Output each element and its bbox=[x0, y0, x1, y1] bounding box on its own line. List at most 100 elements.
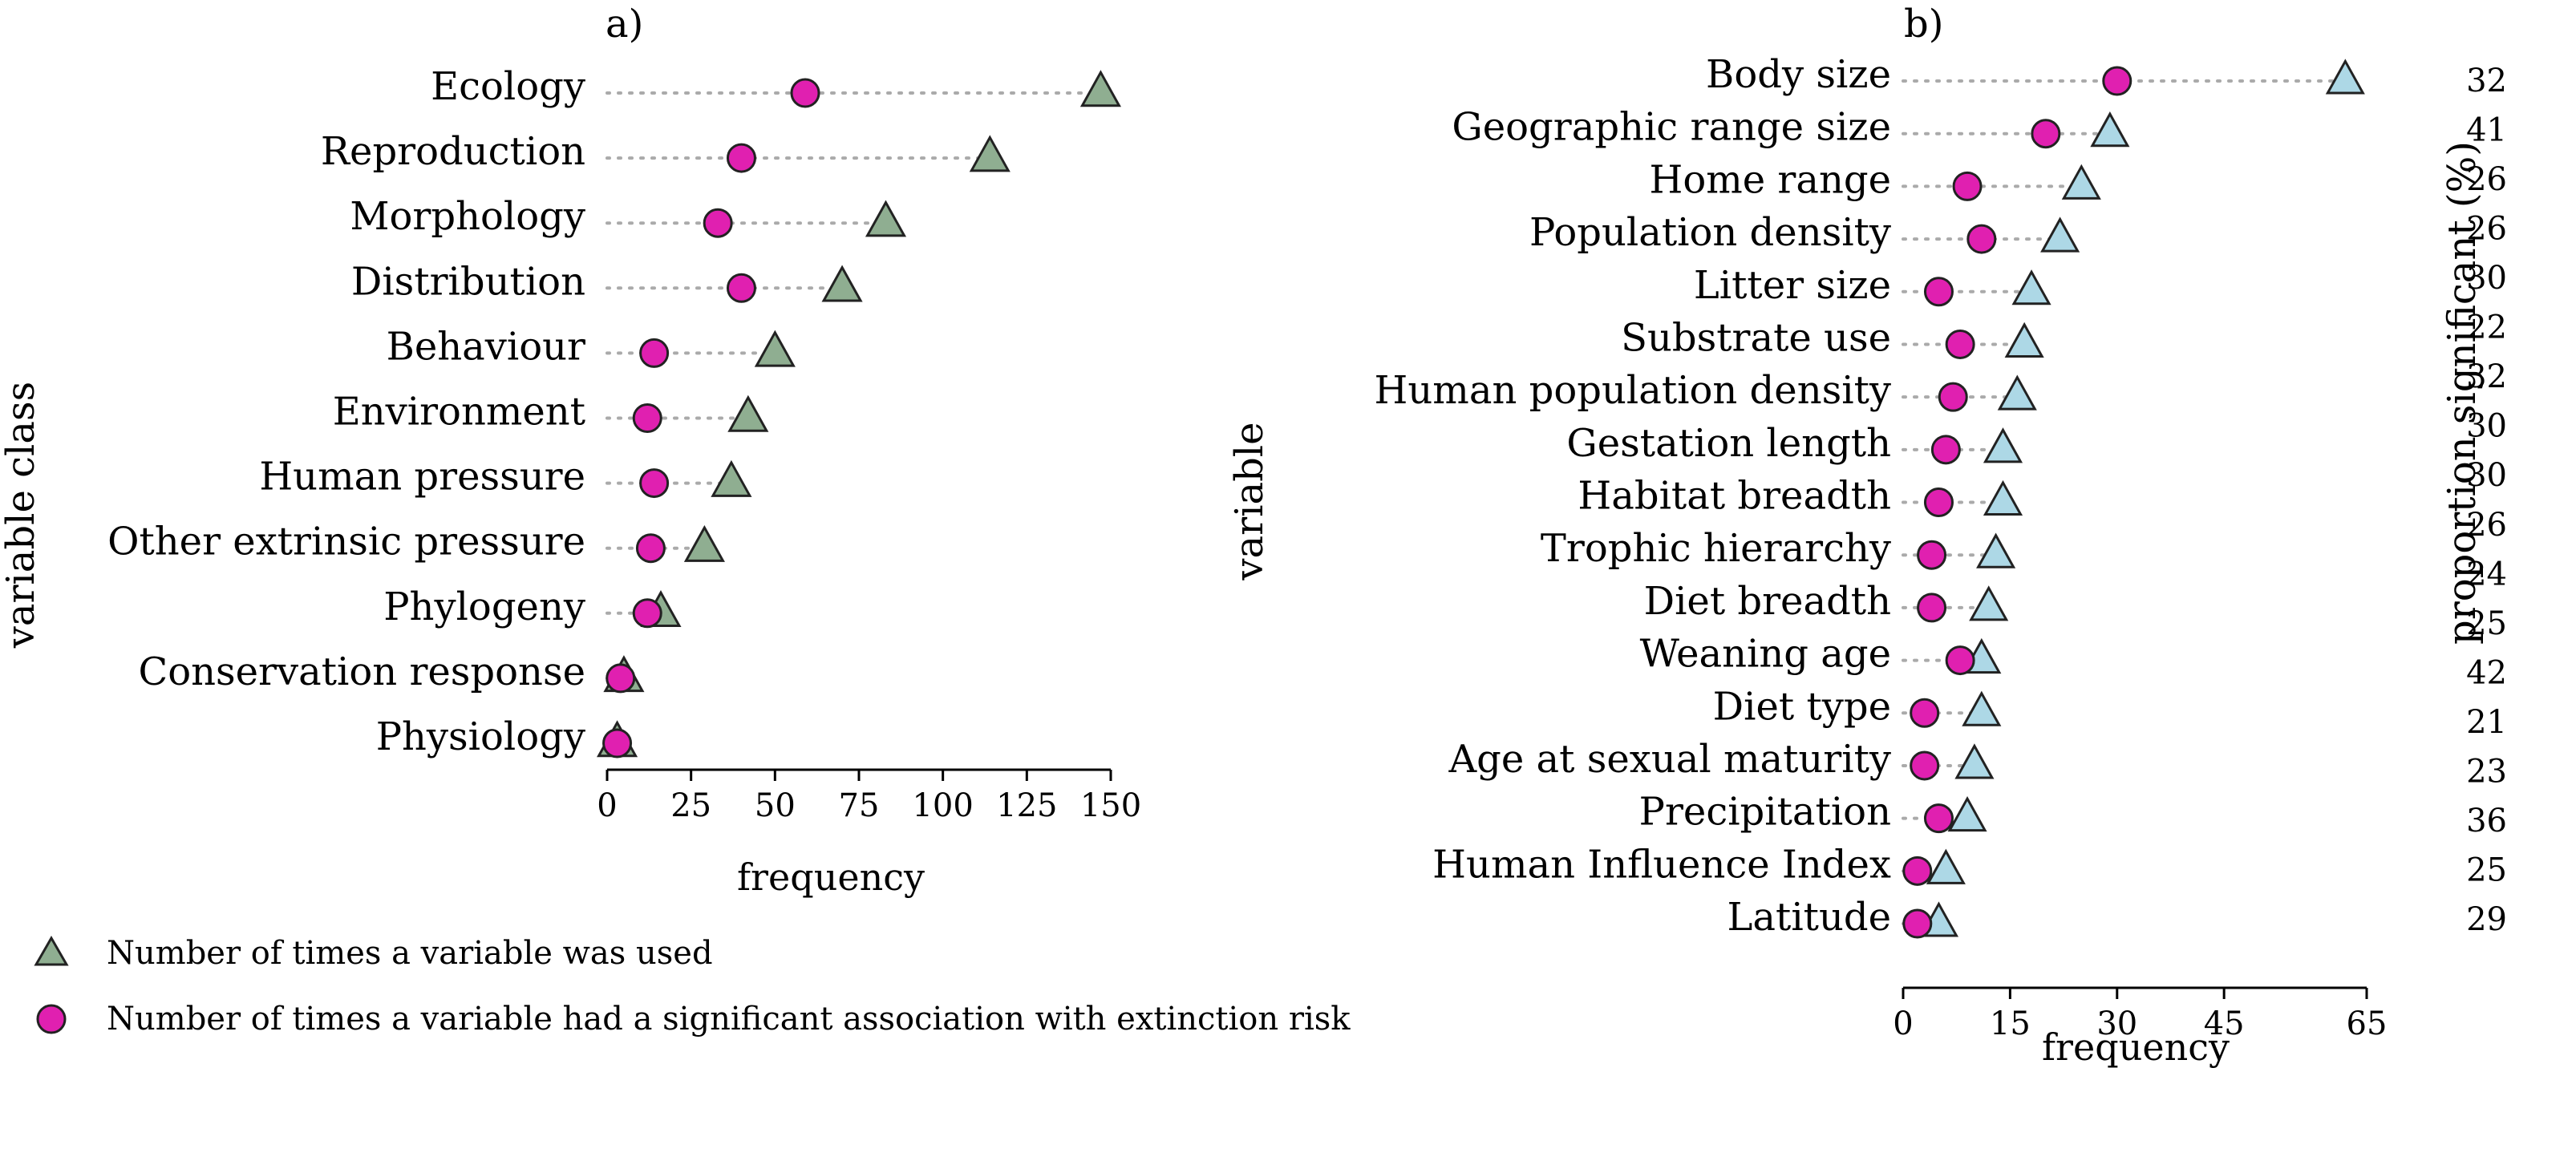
panel-a-significant-marker bbox=[703, 208, 733, 238]
panel-b-significant-marker bbox=[1902, 856, 1933, 886]
panel-b-proportion-value: 41 bbox=[2466, 112, 2507, 149]
panel-b-significant-marker bbox=[1966, 224, 1997, 254]
panel-b-significant-marker bbox=[1945, 645, 1975, 676]
panel-a-x-tick-label: 75 bbox=[839, 787, 880, 824]
panel-a-label: a) bbox=[606, 2, 643, 47]
panel-a-category-label: Reproduction bbox=[321, 129, 585, 174]
panel-b-used-marker bbox=[1954, 743, 1995, 779]
panel-b-used-marker bbox=[1997, 374, 2037, 411]
panel-a-used-marker bbox=[711, 459, 752, 497]
panel-b-proportion-value: 32 bbox=[2466, 63, 2507, 99]
panel-b-proportion-value: 25 bbox=[2466, 605, 2507, 642]
panel-b-proportion-value: 29 bbox=[2466, 901, 2507, 938]
panel-b-significant-marker bbox=[1902, 908, 1933, 939]
panel-b-used-marker bbox=[2090, 111, 2130, 148]
panel-b-significant-marker bbox=[1917, 540, 1947, 570]
panel-a-significant-marker bbox=[639, 338, 670, 368]
panel-b-proportion-value: 32 bbox=[2466, 358, 2507, 395]
panel-b-proportion-value: 23 bbox=[2466, 753, 2507, 790]
panel-a-significant-marker bbox=[726, 143, 756, 173]
panel-b-significant-marker bbox=[1945, 329, 1975, 359]
legend-triangle-marker bbox=[34, 935, 69, 966]
panel-b-used-marker bbox=[2061, 164, 2101, 200]
panel-a-used-marker bbox=[969, 135, 1011, 172]
panel-a-category-label: Conservation response bbox=[138, 649, 585, 694]
panel-b-x-tick-label: 65 bbox=[2347, 1005, 2388, 1042]
panel-b-used-marker bbox=[1969, 585, 2009, 621]
panel-a-used-marker bbox=[683, 524, 725, 562]
panel-b-category-label: Body size bbox=[1706, 52, 1891, 97]
panel-b-category-label: Age at sexual maturity bbox=[1448, 737, 1891, 782]
panel-b-proportion-value: 26 bbox=[2466, 211, 2507, 248]
panel-a-used-marker bbox=[1079, 70, 1121, 107]
panel-a-used-marker bbox=[754, 330, 796, 367]
panel-a-significant-marker bbox=[639, 468, 670, 499]
panel-b-significant-marker bbox=[2031, 119, 2061, 149]
legend-significant-label: Number of times a variable had a signifi… bbox=[107, 1001, 1351, 1038]
panel-b-used-marker bbox=[1962, 690, 2002, 726]
panel-b-proportion-value: 26 bbox=[2466, 161, 2507, 198]
panel-a-x-tick-label: 50 bbox=[755, 787, 796, 824]
panel-b-used-marker bbox=[2011, 269, 2051, 305]
panel-a-category-label: Physiology bbox=[376, 714, 585, 759]
panel-b-category-label: Human population density bbox=[1375, 368, 1891, 413]
panel-b-used-marker bbox=[2325, 59, 2365, 95]
panel-b: b) variable frequency proportion signifi… bbox=[1227, 2, 2507, 1069]
panel-b-proportion-value: 42 bbox=[2466, 654, 2507, 691]
panel-b-proportion-value: 21 bbox=[2466, 704, 2507, 741]
panel-a-category-label: Phylogeny bbox=[383, 585, 585, 629]
panel-b-category-label: Diet type bbox=[1713, 684, 1891, 729]
panel-b-used-marker bbox=[1983, 479, 2023, 516]
panel-b-significant-marker bbox=[1910, 698, 1940, 728]
panel-b-significant-marker bbox=[1923, 487, 1954, 517]
panel-a-category-label: Morphology bbox=[350, 194, 585, 239]
panel-a-significant-marker bbox=[602, 728, 633, 758]
panel-b-category-label: Substrate use bbox=[1621, 315, 1891, 360]
panel-b-used-marker bbox=[1983, 427, 2023, 463]
panel-b-category-label: Geographic range size bbox=[1452, 105, 1891, 150]
panel-a-ylabel: variable class bbox=[0, 382, 43, 649]
panel-a-x-tick-label: 125 bbox=[996, 787, 1057, 824]
legend-circle-marker bbox=[36, 1004, 67, 1034]
panel-b-category-label: Weaning age bbox=[1640, 632, 1891, 677]
panel-b-proportion-value: 24 bbox=[2466, 556, 2507, 593]
panel-a-significant-marker bbox=[790, 78, 820, 108]
panel-b-significant-marker bbox=[1917, 593, 1947, 623]
panel-b-significant-marker bbox=[1923, 277, 1954, 307]
panel-a-xlabel: frequency bbox=[737, 856, 925, 899]
panel-b-category-label: Home range bbox=[1649, 157, 1891, 202]
panel-a-used-marker bbox=[727, 394, 769, 432]
panel-b-proportion-value: 26 bbox=[2466, 507, 2507, 544]
panel-b-significant-marker bbox=[1923, 803, 1954, 834]
panel-a-category-label: Distribution bbox=[351, 259, 585, 304]
panel-b-x-tick-label: 15 bbox=[1990, 1005, 2031, 1042]
panel-b-used-marker bbox=[2004, 322, 2044, 358]
panel-b-category-label: Gestation length bbox=[1566, 421, 1891, 466]
panel-a-used-marker bbox=[865, 200, 907, 237]
panel-b-significant-marker bbox=[1930, 435, 1961, 465]
panel-b-category-label: Habitat breadth bbox=[1578, 474, 1891, 519]
panel-b-proportion-value: 30 bbox=[2466, 457, 2507, 494]
panel-a-significant-marker bbox=[635, 533, 666, 564]
panel-a-significant-marker bbox=[606, 663, 636, 694]
panel-b-category-label: Trophic hierarchy bbox=[1541, 526, 1891, 571]
panel-a-significant-marker bbox=[726, 273, 756, 303]
panel-a: a) variable class frequency 0 25 50 75 100 12… bbox=[0, 2, 1141, 899]
panel-b-x-tick-label: 30 bbox=[2096, 1005, 2137, 1042]
legend-used-label: Number of times a variable was used bbox=[107, 935, 713, 972]
panel-b-used-marker bbox=[1926, 848, 1966, 884]
panel-b-proportion-value: 30 bbox=[2466, 260, 2507, 297]
panel-b-significant-marker bbox=[1938, 382, 1968, 412]
panel-b-proportion-value: 30 bbox=[2466, 408, 2507, 445]
panel-b-y2label: proportion significant (%) bbox=[2440, 141, 2485, 645]
panel-b-xlabel: frequency bbox=[2042, 1025, 2230, 1069]
panel-b-significant-marker bbox=[1952, 171, 1983, 201]
panel-a-used-marker bbox=[821, 265, 863, 302]
panel-a-x-tick-label: 25 bbox=[670, 787, 711, 824]
panel-a-category-label: Ecology bbox=[431, 64, 585, 109]
panel-b-used-marker bbox=[1976, 532, 2016, 568]
panel-a-category-label: Behaviour bbox=[387, 324, 585, 369]
legend: Number of times a variable was used Numb… bbox=[34, 935, 1351, 1038]
panel-b-category-label: Precipitation bbox=[1639, 790, 1891, 835]
